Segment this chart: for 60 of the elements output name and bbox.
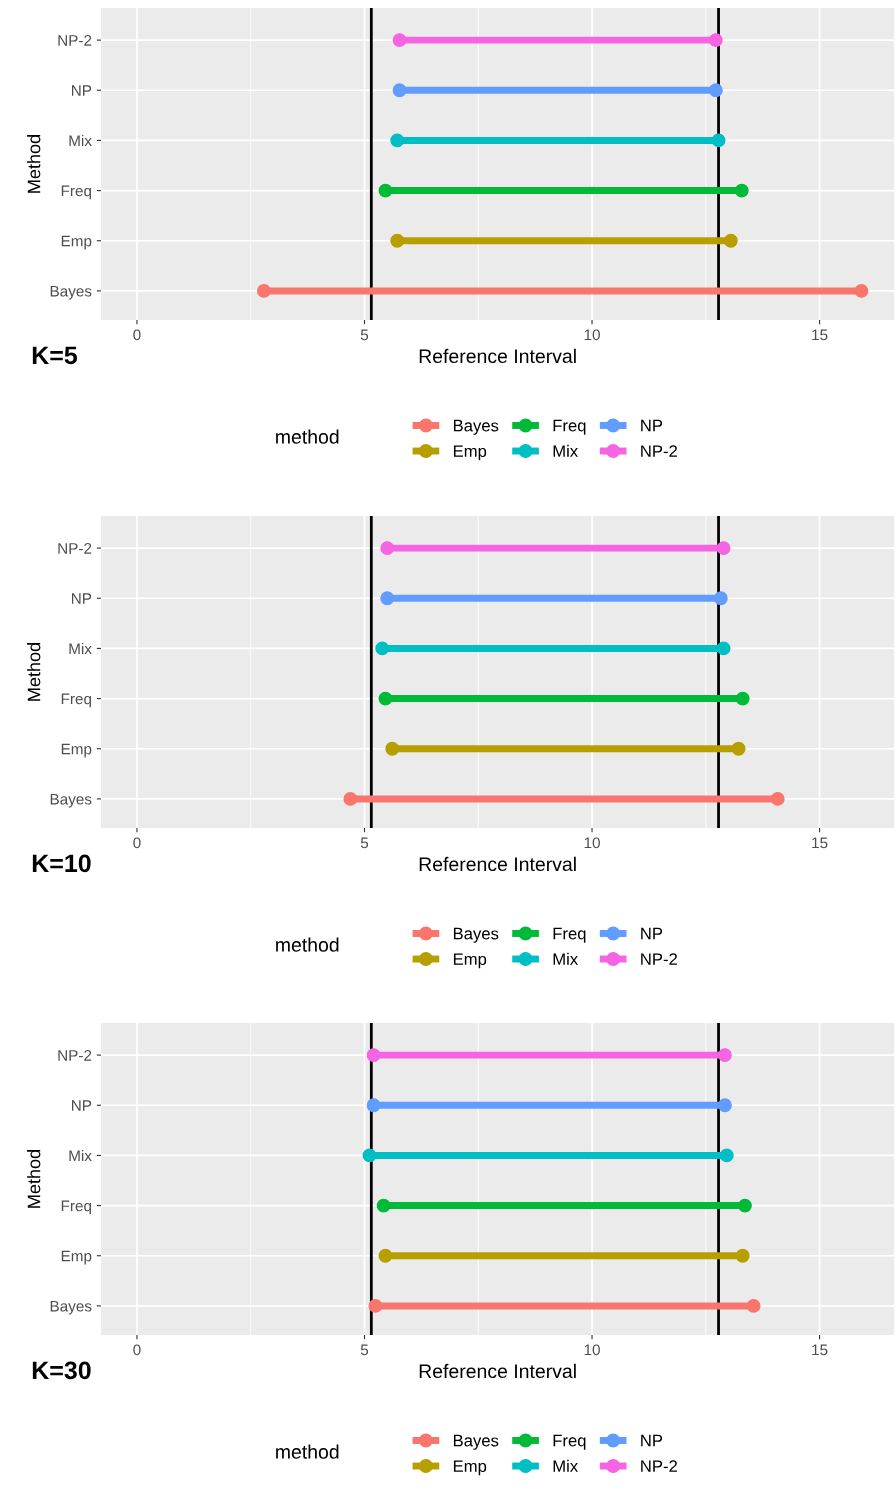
x-axis-title: Reference Interval	[419, 856, 576, 872]
x-tick-label: 0	[133, 837, 141, 849]
x-axis-title: Reference Interval	[419, 1363, 576, 1379]
x-tick-label: 10	[584, 837, 600, 849]
text: K=5	[32, 346, 78, 365]
y-tick-label: NP-2	[58, 542, 92, 554]
legend-label: NP-2	[641, 953, 677, 965]
legend-label: Bayes	[453, 419, 499, 435]
legend-label: NP	[641, 927, 663, 940]
y-tick-label: Mix	[69, 1149, 92, 1161]
legend-label: NP-2	[641, 445, 677, 457]
y-tick-label: Mix	[69, 642, 92, 654]
legend-label: NP	[641, 419, 663, 432]
legend-label: NP-2	[641, 1460, 677, 1472]
y-tick-label: NP	[72, 593, 92, 604]
legend-label: Bayes	[453, 1434, 499, 1450]
y-axis-title: Method	[27, 643, 41, 701]
x-tick-label: 5	[360, 837, 369, 849]
text: K=30	[32, 1361, 91, 1380]
y-axis-title: Method	[27, 135, 41, 193]
y-tick-label: NP-2	[58, 1049, 92, 1061]
x-tick-label: 5	[360, 329, 369, 341]
x-tick-label: 10	[584, 329, 600, 341]
legend-title: method	[276, 937, 339, 952]
y-tick-label: Bayes	[50, 793, 92, 808]
x-tick-label: 15	[812, 837, 828, 849]
y-tick-label: Emp	[61, 235, 92, 250]
legend-label: Emp	[453, 953, 487, 969]
y-tick-label: Emp	[61, 743, 92, 758]
y-tick-label: Bayes	[50, 285, 92, 300]
x-tick-label: 0	[133, 1344, 141, 1356]
legend-label: Freq	[553, 927, 586, 943]
y-axis-title: Method	[27, 1150, 41, 1208]
legend-title: method	[276, 1444, 339, 1459]
y-tick-label: NP	[72, 85, 92, 96]
x-tick-label: 5	[360, 1344, 369, 1356]
y-tick-label: Freq	[61, 185, 91, 200]
x-axis-title: Reference Interval	[419, 348, 576, 364]
legend-label: Bayes	[453, 927, 499, 943]
y-tick-label: NP-2	[58, 34, 92, 46]
legend-label: Freq	[553, 1434, 586, 1450]
y-tick-label: Freq	[61, 1200, 91, 1215]
text: K=10	[32, 854, 91, 873]
y-tick-label: Mix	[69, 134, 92, 146]
y-tick-label: Bayes	[50, 1300, 92, 1315]
legend-label: Emp	[453, 1460, 487, 1476]
legend-label: Mix	[553, 444, 578, 457]
legend-label: NP	[641, 1434, 663, 1447]
x-tick-label: 10	[584, 1344, 600, 1356]
x-tick-label: 0	[133, 329, 141, 341]
y-tick-label: Freq	[61, 693, 91, 708]
x-tick-label: 15	[812, 1344, 828, 1356]
y-tick-label: Emp	[61, 1250, 92, 1265]
legend-label: Mix	[553, 952, 578, 965]
legend-label: Freq	[553, 419, 586, 435]
legend-label: Mix	[553, 1459, 578, 1472]
y-tick-label: NP	[72, 1100, 92, 1111]
legend-title: method	[276, 429, 339, 444]
legend-label: Emp	[453, 445, 487, 461]
x-tick-label: 15	[812, 329, 828, 341]
